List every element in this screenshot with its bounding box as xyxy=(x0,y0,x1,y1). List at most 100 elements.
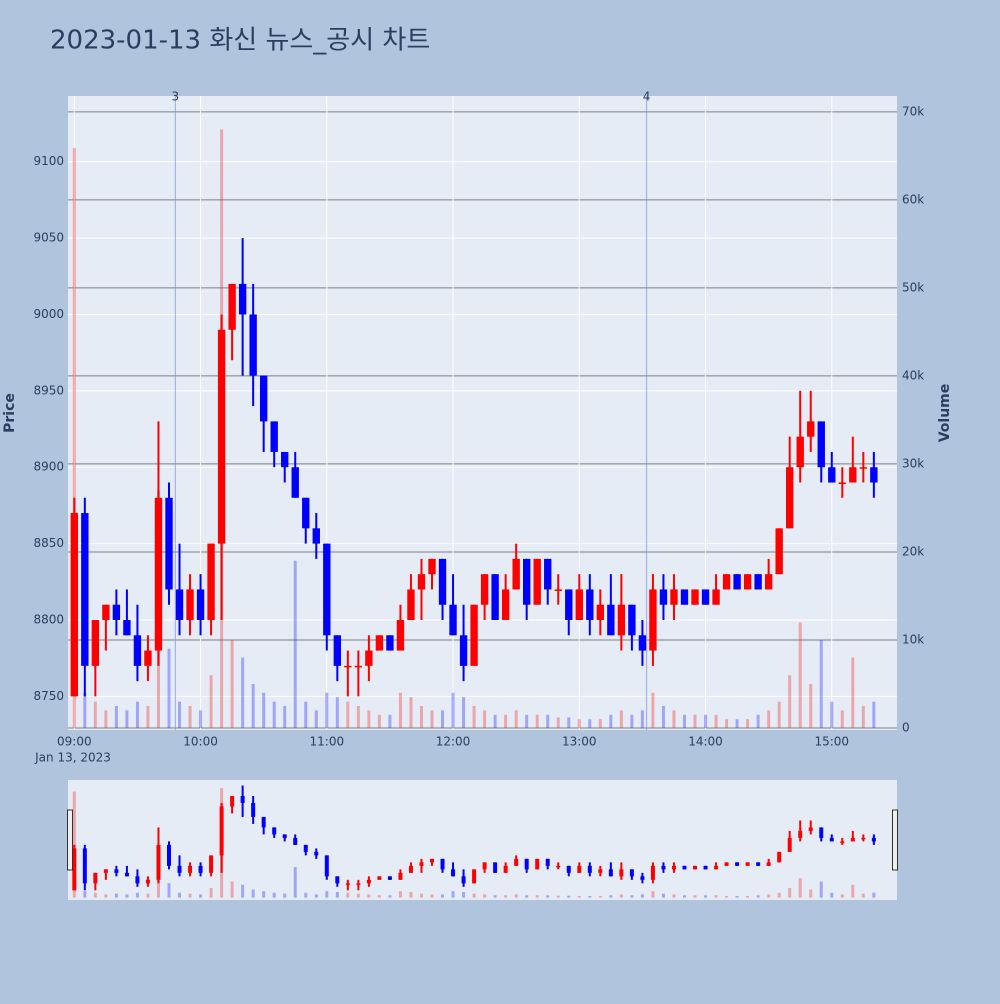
y-tick-label: 8900 xyxy=(33,460,64,474)
candle-body xyxy=(428,558,436,575)
candle-body xyxy=(386,635,394,651)
slider-volume-bar xyxy=(567,895,571,898)
candle-body xyxy=(501,589,510,621)
y-tick-label: 8800 xyxy=(33,613,64,627)
candle-body xyxy=(691,589,699,605)
volume-bar xyxy=(199,710,203,728)
slider-candle-body xyxy=(135,876,140,884)
volume-bar xyxy=(398,692,402,728)
slider-volume-bar xyxy=(735,896,739,898)
volume-bar xyxy=(314,710,318,728)
volume-bar xyxy=(356,705,360,728)
slider-volume-bar xyxy=(356,893,360,898)
candle-body xyxy=(722,574,731,590)
volume-bar xyxy=(504,714,508,728)
volume-bar xyxy=(872,701,876,728)
volume-bar xyxy=(514,710,518,728)
plot-area xyxy=(68,96,897,730)
slider-candle-body xyxy=(619,869,624,877)
volume-bar xyxy=(441,710,445,728)
volume-bar xyxy=(704,714,708,728)
y2-tick-label: 20k xyxy=(902,544,924,558)
volume-bar xyxy=(188,705,192,728)
slider-volume-bar xyxy=(861,893,865,898)
slider-volume-bar xyxy=(367,894,371,898)
candle-body xyxy=(849,467,857,483)
slider-volume-bar xyxy=(104,894,108,898)
candle-body xyxy=(165,497,173,590)
candle-body xyxy=(91,620,100,666)
slider-volume-bar xyxy=(651,891,655,898)
slider-volume-bar xyxy=(472,893,476,898)
volume-bar xyxy=(114,705,118,728)
range-slider[interactable] xyxy=(68,780,897,900)
slider-volume-bar xyxy=(619,894,623,898)
slider-volume-bar xyxy=(146,893,150,898)
slider-candle-body xyxy=(724,862,729,866)
volume-bar xyxy=(693,714,697,728)
volume-bar xyxy=(430,710,434,728)
slider-candle-body xyxy=(177,865,182,873)
slider-candle-body xyxy=(493,862,498,873)
slider-volume-bar xyxy=(714,895,718,898)
volume-bar xyxy=(577,719,581,728)
slider-volume-bar xyxy=(83,891,87,898)
y2-tick-label: 30k xyxy=(902,456,924,470)
slider-candle-body xyxy=(324,855,329,877)
candle-body xyxy=(659,589,668,605)
volume-bar xyxy=(304,701,308,728)
slider-candle-body xyxy=(682,865,687,870)
candle-body xyxy=(491,574,499,621)
slider-candle-body xyxy=(440,858,445,870)
x-tick-label: 10:00 xyxy=(183,735,218,749)
slider-handle[interactable] xyxy=(67,809,73,871)
volume-bar xyxy=(777,701,781,728)
slider-candle-body xyxy=(808,827,813,831)
slider-candle-body xyxy=(124,872,129,877)
candle-body xyxy=(291,467,299,498)
candle-body xyxy=(670,589,678,605)
candle-body xyxy=(512,558,520,590)
candle-body xyxy=(396,620,405,651)
slider-candle-body xyxy=(661,865,666,870)
slider-volume-bar xyxy=(504,895,508,898)
slider-volume-bar xyxy=(419,893,423,898)
slider-volume-bar xyxy=(125,894,129,898)
slider-candle-body xyxy=(693,865,698,870)
volume-bar xyxy=(178,701,182,728)
candle-body xyxy=(238,283,247,315)
y-tick-label: 9000 xyxy=(33,307,64,321)
volume-bar xyxy=(72,147,76,728)
volume-bar xyxy=(556,717,560,728)
y2-tick-label: 50k xyxy=(902,280,924,294)
volume-bar xyxy=(377,714,381,728)
volume-bar xyxy=(535,714,539,728)
slider-candle-body xyxy=(166,844,171,866)
volume-bar xyxy=(588,719,592,728)
candle-body xyxy=(302,497,310,529)
volume-bar xyxy=(262,692,266,728)
slider-volume-bar xyxy=(830,892,834,898)
candle-body xyxy=(449,604,457,636)
slider-handle[interactable] xyxy=(892,809,898,871)
slider-candle-body xyxy=(345,883,350,885)
volume-bar xyxy=(472,705,476,728)
y-tick-label: 8950 xyxy=(33,383,64,397)
candle-body xyxy=(217,329,226,544)
slider-volume-bar xyxy=(798,878,802,898)
slider-candle-body xyxy=(503,865,508,873)
candle-body xyxy=(196,589,205,621)
slider-volume-bar xyxy=(93,892,97,898)
slider-candle-body xyxy=(209,855,214,873)
slider-candle-body xyxy=(261,816,266,828)
y2-tick-label: 60k xyxy=(902,192,924,206)
volume-bar xyxy=(93,701,97,728)
candle-body xyxy=(438,558,447,605)
slider-volume-bar xyxy=(167,883,171,898)
slider-candle-body xyxy=(377,876,382,880)
candle-body xyxy=(775,528,783,575)
candle-body xyxy=(480,574,489,605)
volume-bar xyxy=(525,714,529,728)
candle-body xyxy=(144,650,152,666)
slider-volume-bar xyxy=(704,895,708,898)
